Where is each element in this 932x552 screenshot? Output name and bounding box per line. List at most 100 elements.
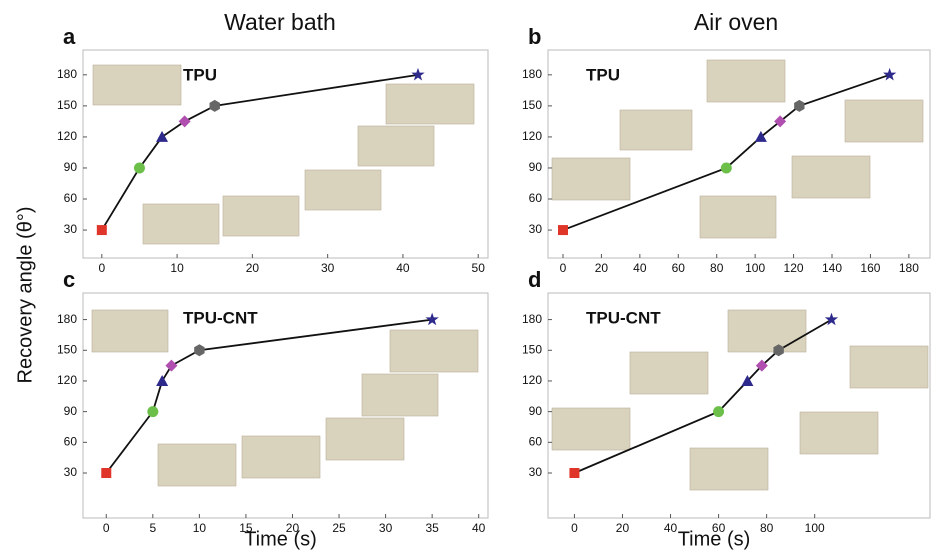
x-tick-label: 0 [98, 261, 105, 275]
y-tick-label: 90 [64, 160, 78, 174]
data-point [882, 67, 897, 81]
x-tick-label: 50 [472, 261, 486, 275]
x-tick-label: 60 [672, 261, 686, 275]
data-point [755, 359, 768, 372]
data-line [105, 318, 433, 474]
data-point [133, 162, 145, 174]
data-point [794, 99, 805, 112]
panel-label: TPU [183, 65, 217, 84]
y-tick-label: 120 [522, 373, 542, 387]
column-title: Water bath [224, 9, 336, 35]
y-tick-label: 150 [522, 342, 542, 356]
plot-area [82, 49, 489, 259]
x-tick-label: 160 [860, 261, 880, 275]
x-tick-label: 80 [760, 521, 774, 535]
column-title: Air oven [694, 9, 778, 35]
y-tick-label: 150 [57, 342, 77, 356]
panel-letter: c [63, 267, 75, 292]
x-tick-label: 100 [745, 261, 765, 275]
x-tick-label: 30 [321, 261, 335, 275]
x-tick-label: 80 [710, 261, 724, 275]
panel-label: TPU [586, 65, 620, 84]
y-tick-label: 120 [57, 373, 77, 387]
data-point [147, 406, 159, 418]
panel-label: TPU-CNT [586, 308, 661, 327]
x-tick-label: 100 [805, 521, 825, 535]
y-tick-label: 30 [64, 465, 78, 479]
data-line [562, 73, 890, 231]
x-tick-label: 20 [246, 261, 260, 275]
x-tick-label: 20 [286, 521, 300, 535]
data-point [96, 225, 107, 236]
y-tick-label: 90 [529, 160, 543, 174]
x-tick-label: 180 [899, 261, 919, 275]
data-point [194, 344, 205, 357]
data-point [773, 344, 784, 357]
x-tick-label: 10 [193, 521, 207, 535]
photos [91, 59, 929, 491]
x-tick-label: 5 [149, 521, 156, 535]
y-tick-label: 60 [64, 434, 78, 448]
panel-label: TPU-CNT [183, 308, 258, 327]
y-tick-label: 150 [57, 98, 77, 112]
x-tick-label: 40 [664, 521, 678, 535]
data-point [569, 468, 580, 478]
y-tick-label: 30 [64, 222, 78, 236]
data-point [101, 468, 112, 478]
data-point [741, 374, 754, 386]
y-tick-label: 90 [529, 404, 543, 418]
data-line [574, 318, 832, 474]
panel-letter: d [528, 267, 541, 292]
x-axis-label: Time (s) [678, 528, 751, 550]
x-tick-label: 20 [595, 261, 609, 275]
y-tick-label: 180 [57, 67, 77, 81]
data-point [754, 130, 767, 142]
data-point [713, 406, 725, 418]
y-tick-label: 60 [529, 434, 543, 448]
y-axis-label: Recovery angle (θ°) [14, 207, 36, 384]
data-point [209, 99, 220, 112]
x-tick-label: 40 [396, 261, 410, 275]
y-tick-label: 120 [57, 129, 77, 143]
x-tick-label: 30 [379, 521, 393, 535]
y-tick-label: 30 [529, 465, 543, 479]
y-tick-label: 60 [529, 191, 543, 205]
data-point [178, 115, 191, 128]
panel-letter: a [63, 24, 76, 49]
plot-area [82, 292, 489, 519]
x-tick-label: 120 [784, 261, 804, 275]
x-axis-label: Time (s) [244, 528, 317, 550]
x-tick-label: 25 [332, 521, 346, 535]
y-tick-label: 30 [529, 222, 543, 236]
data-point [411, 67, 425, 81]
data-point [156, 374, 169, 386]
data-point [165, 359, 178, 372]
x-tick-label: 40 [633, 261, 647, 275]
x-tick-label: 0 [560, 261, 567, 275]
data-point [824, 312, 839, 326]
plot-area [547, 49, 931, 259]
x-tick-label: 40 [472, 521, 486, 535]
y-tick-label: 180 [522, 312, 542, 326]
y-tick-label: 180 [522, 67, 542, 81]
x-tick-label: 15 [239, 521, 253, 535]
data-point [557, 225, 568, 236]
x-tick-label: 140 [822, 261, 842, 275]
x-tick-label: 0 [103, 521, 110, 535]
x-tick-label: 10 [170, 261, 184, 275]
data-line [101, 73, 419, 231]
x-tick-label: 60 [712, 521, 726, 535]
panel-letter: b [528, 24, 541, 49]
plot-area [547, 292, 931, 519]
x-tick-label: 35 [425, 521, 439, 535]
y-tick-label: 60 [64, 191, 78, 205]
data-point [774, 115, 787, 128]
x-tick-label: 20 [616, 521, 630, 535]
x-tick-label: 0 [571, 521, 578, 535]
data-point [156, 130, 169, 142]
data-point [425, 312, 439, 326]
y-tick-label: 90 [64, 404, 78, 418]
y-tick-label: 120 [522, 129, 542, 143]
y-tick-label: 150 [522, 98, 542, 112]
